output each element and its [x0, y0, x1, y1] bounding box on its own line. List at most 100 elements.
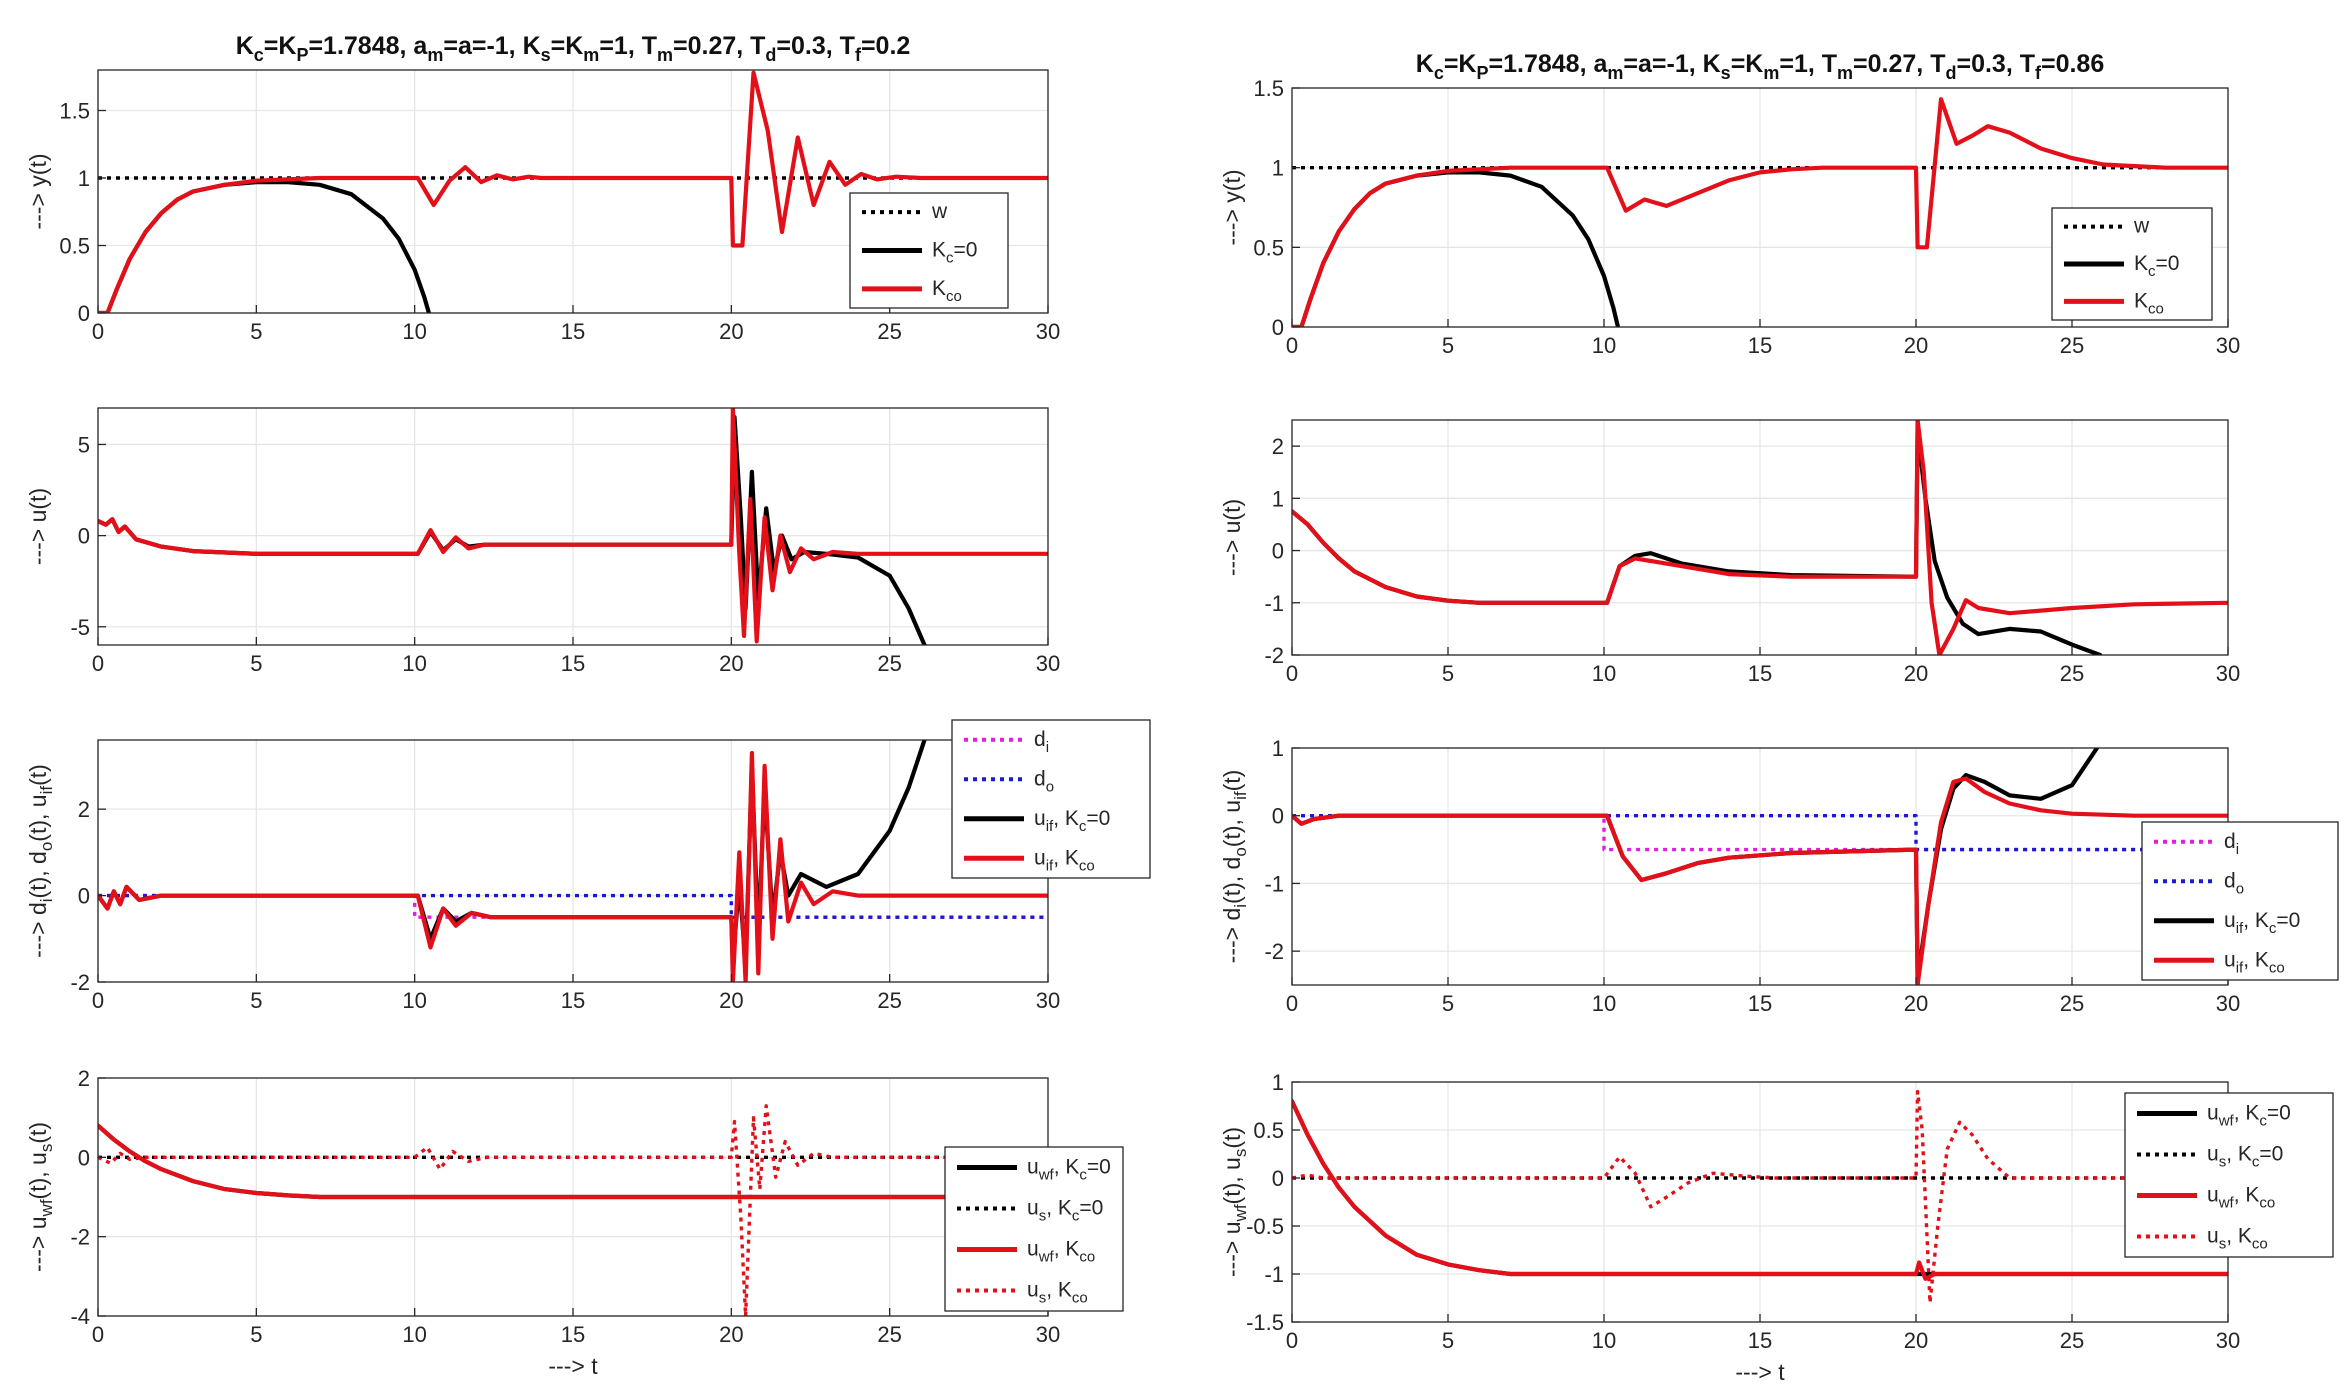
x-tick-label: 0: [92, 988, 104, 1013]
legend-label: uif, Kco: [1034, 846, 1095, 874]
series-group: [1292, 97, 2228, 327]
chart-title: Kc=KP=1.7848, am=a=-1, Ks=Km=1, Tm=0.27,…: [1416, 50, 2105, 83]
series-line-u-s-k-co: [98, 1104, 1048, 1316]
x-tick-label: 5: [250, 319, 262, 344]
legend-label: uif, Kc=0: [1034, 807, 1110, 835]
y-tick-label: 1.5: [59, 99, 90, 124]
x-tick-label: 20: [1904, 333, 1928, 358]
x-tick-label: 5: [1442, 991, 1454, 1016]
y-tick-label: -0.5: [1246, 1214, 1284, 1239]
x-tick-label: 15: [561, 319, 585, 344]
x-tick-label: 30: [2216, 991, 2240, 1016]
x-tick-label: 25: [2060, 333, 2084, 358]
y-axis-label: ---> u(t): [25, 488, 51, 565]
legend-box: [2141, 821, 2339, 981]
x-tick-label: 20: [1904, 1328, 1928, 1353]
x-tick-label: 20: [1904, 991, 1928, 1016]
y-tick-label: 0: [1272, 315, 1284, 340]
x-tick-label: 25: [877, 319, 901, 344]
chart-R1: 0 5 10 15 20 25 30 0 0.5 1 1.5 Kc=KP=1.7848, am=a=-…: [1219, 50, 2240, 358]
series-line-k-co: [1292, 420, 2228, 655]
x-tick-label: 5: [250, 651, 262, 676]
x-tick-label: 20: [719, 319, 743, 344]
series-group: [1292, 420, 2228, 655]
legend-label: do: [2224, 869, 2244, 897]
x-tick-label: 25: [877, 651, 901, 676]
series-line-u-wf-k-co: [98, 1123, 1048, 1200]
legend-label: us, Kc=0: [2207, 1143, 2283, 1171]
chart-title: Kc=KP=1.7848, am=a=-1, Ks=Km=1, Tm=0.27,…: [236, 32, 911, 65]
x-tick-label: 30: [2216, 661, 2240, 686]
series-line-d-o: [1292, 814, 2228, 852]
x-tick-label: 30: [2216, 1328, 2240, 1353]
y-axis-label: ---> y(t): [1219, 169, 1245, 245]
legend-label: Kco: [2134, 289, 2164, 317]
x-tick-label: 25: [2060, 991, 2084, 1016]
x-tick-label: 20: [719, 651, 743, 676]
series-line-k-co: [98, 70, 1048, 313]
legend-label: uif, Kc=0: [2224, 909, 2300, 937]
x-tick-label: 25: [877, 988, 901, 1013]
y-tick-label: 5: [78, 432, 90, 457]
x-tick-label: 30: [2216, 333, 2240, 358]
y-tick-label: 1.5: [1253, 76, 1284, 101]
series-line-k-co: [1292, 97, 2228, 327]
x-tick-label: 10: [402, 651, 426, 676]
y-axis-label: ---> di(t), do(t), uif(t): [1219, 770, 1250, 964]
legend-label: do: [1034, 767, 1054, 795]
y-tick-label: 0: [78, 1145, 90, 1170]
y-tick-label: 1: [1272, 156, 1284, 181]
x-tick-label: 5: [250, 988, 262, 1013]
x-tick-label: 30: [1036, 319, 1060, 344]
series-line-k-co: [98, 408, 1048, 644]
legend: uwf, Kc=0 us, Kc=0 uwf, Kco us, Kco: [944, 1146, 1124, 1312]
series-line-u-s-k-co: [1292, 1089, 2228, 1305]
series-group: [1292, 1089, 2228, 1305]
x-tick-label: 25: [2060, 1328, 2084, 1353]
legend-label: Kco: [932, 277, 962, 305]
series-group: [98, 740, 1048, 982]
chart-L3: 0 5 10 15 20 25 30-202---> di(t), do(t), uif(t…: [25, 719, 1151, 1013]
x-tick-label: 30: [1036, 1322, 1060, 1347]
x-tick-label: 10: [1592, 1328, 1616, 1353]
y-tick-label: 1: [1272, 1070, 1284, 1095]
x-tick-label: 0: [92, 1322, 104, 1347]
legend: w Kc=0 Kco: [2051, 207, 2213, 321]
x-tick-label: 0: [92, 319, 104, 344]
y-tick-label: 2: [78, 797, 90, 822]
y-tick-label: -5: [70, 615, 90, 640]
chart-R3: 0 5 10 15 20 25 30 -2 -1 0 1 ---> di(t), do(t), uif…: [1219, 736, 2339, 1016]
y-tick-label: -1: [1264, 1262, 1284, 1287]
series-group: [98, 70, 1048, 313]
y-tick-label: -2: [1264, 939, 1284, 964]
x-tick-label: 20: [719, 988, 743, 1013]
y-tick-label: 2: [78, 1066, 90, 1091]
chart-L2: 0 5 10 15 20 25 30-505---> u(t): [25, 407, 1060, 676]
x-tick-label: 15: [561, 1322, 585, 1347]
legend: di do uif, Kc=0 uif, Kco: [2141, 821, 2339, 981]
legend-box: [944, 1146, 1124, 1312]
legend-box: [2124, 1092, 2334, 1258]
y-axis-label: ---> uwf(t), us(t): [25, 1122, 56, 1272]
legend-label: uwf, Kc=0: [2207, 1102, 2291, 1130]
x-tick-label: 5: [250, 1322, 262, 1347]
series-group: [1292, 748, 2228, 985]
x-axis-label: ---> t: [548, 1353, 598, 1379]
y-tick-label: -2: [1264, 643, 1284, 668]
x-tick-label: 25: [2060, 661, 2084, 686]
y-tick-label: 1: [1272, 486, 1284, 511]
x-tick-label: 10: [402, 988, 426, 1013]
x-tick-label: 5: [1442, 1328, 1454, 1353]
x-tick-label: 30: [1036, 651, 1060, 676]
legend: uwf, Kc=0 us, Kc=0 uwf, Kco us, Kco: [2124, 1092, 2334, 1258]
chart-L1: 0 5 10 15 20 25 30 0 0.5 1 1.5 Kc=KP=1.7848, am=a=-…: [25, 32, 1060, 344]
y-axis-label: ---> uwf(t), us(t): [1219, 1127, 1250, 1277]
chart-L4: 0 5 10 15 20 25 30 -4 -2 0 2 ---> uwf(t), us(t) --->…: [25, 1066, 1124, 1379]
series-line-u-if-k-co: [1292, 776, 2228, 985]
y-tick-label: 0: [1272, 804, 1284, 829]
x-tick-label: 20: [719, 1322, 743, 1347]
y-tick-label: 0: [78, 301, 90, 326]
y-tick-label: -4: [70, 1304, 90, 1329]
legend: w Kc=0 Kco: [849, 192, 1009, 309]
